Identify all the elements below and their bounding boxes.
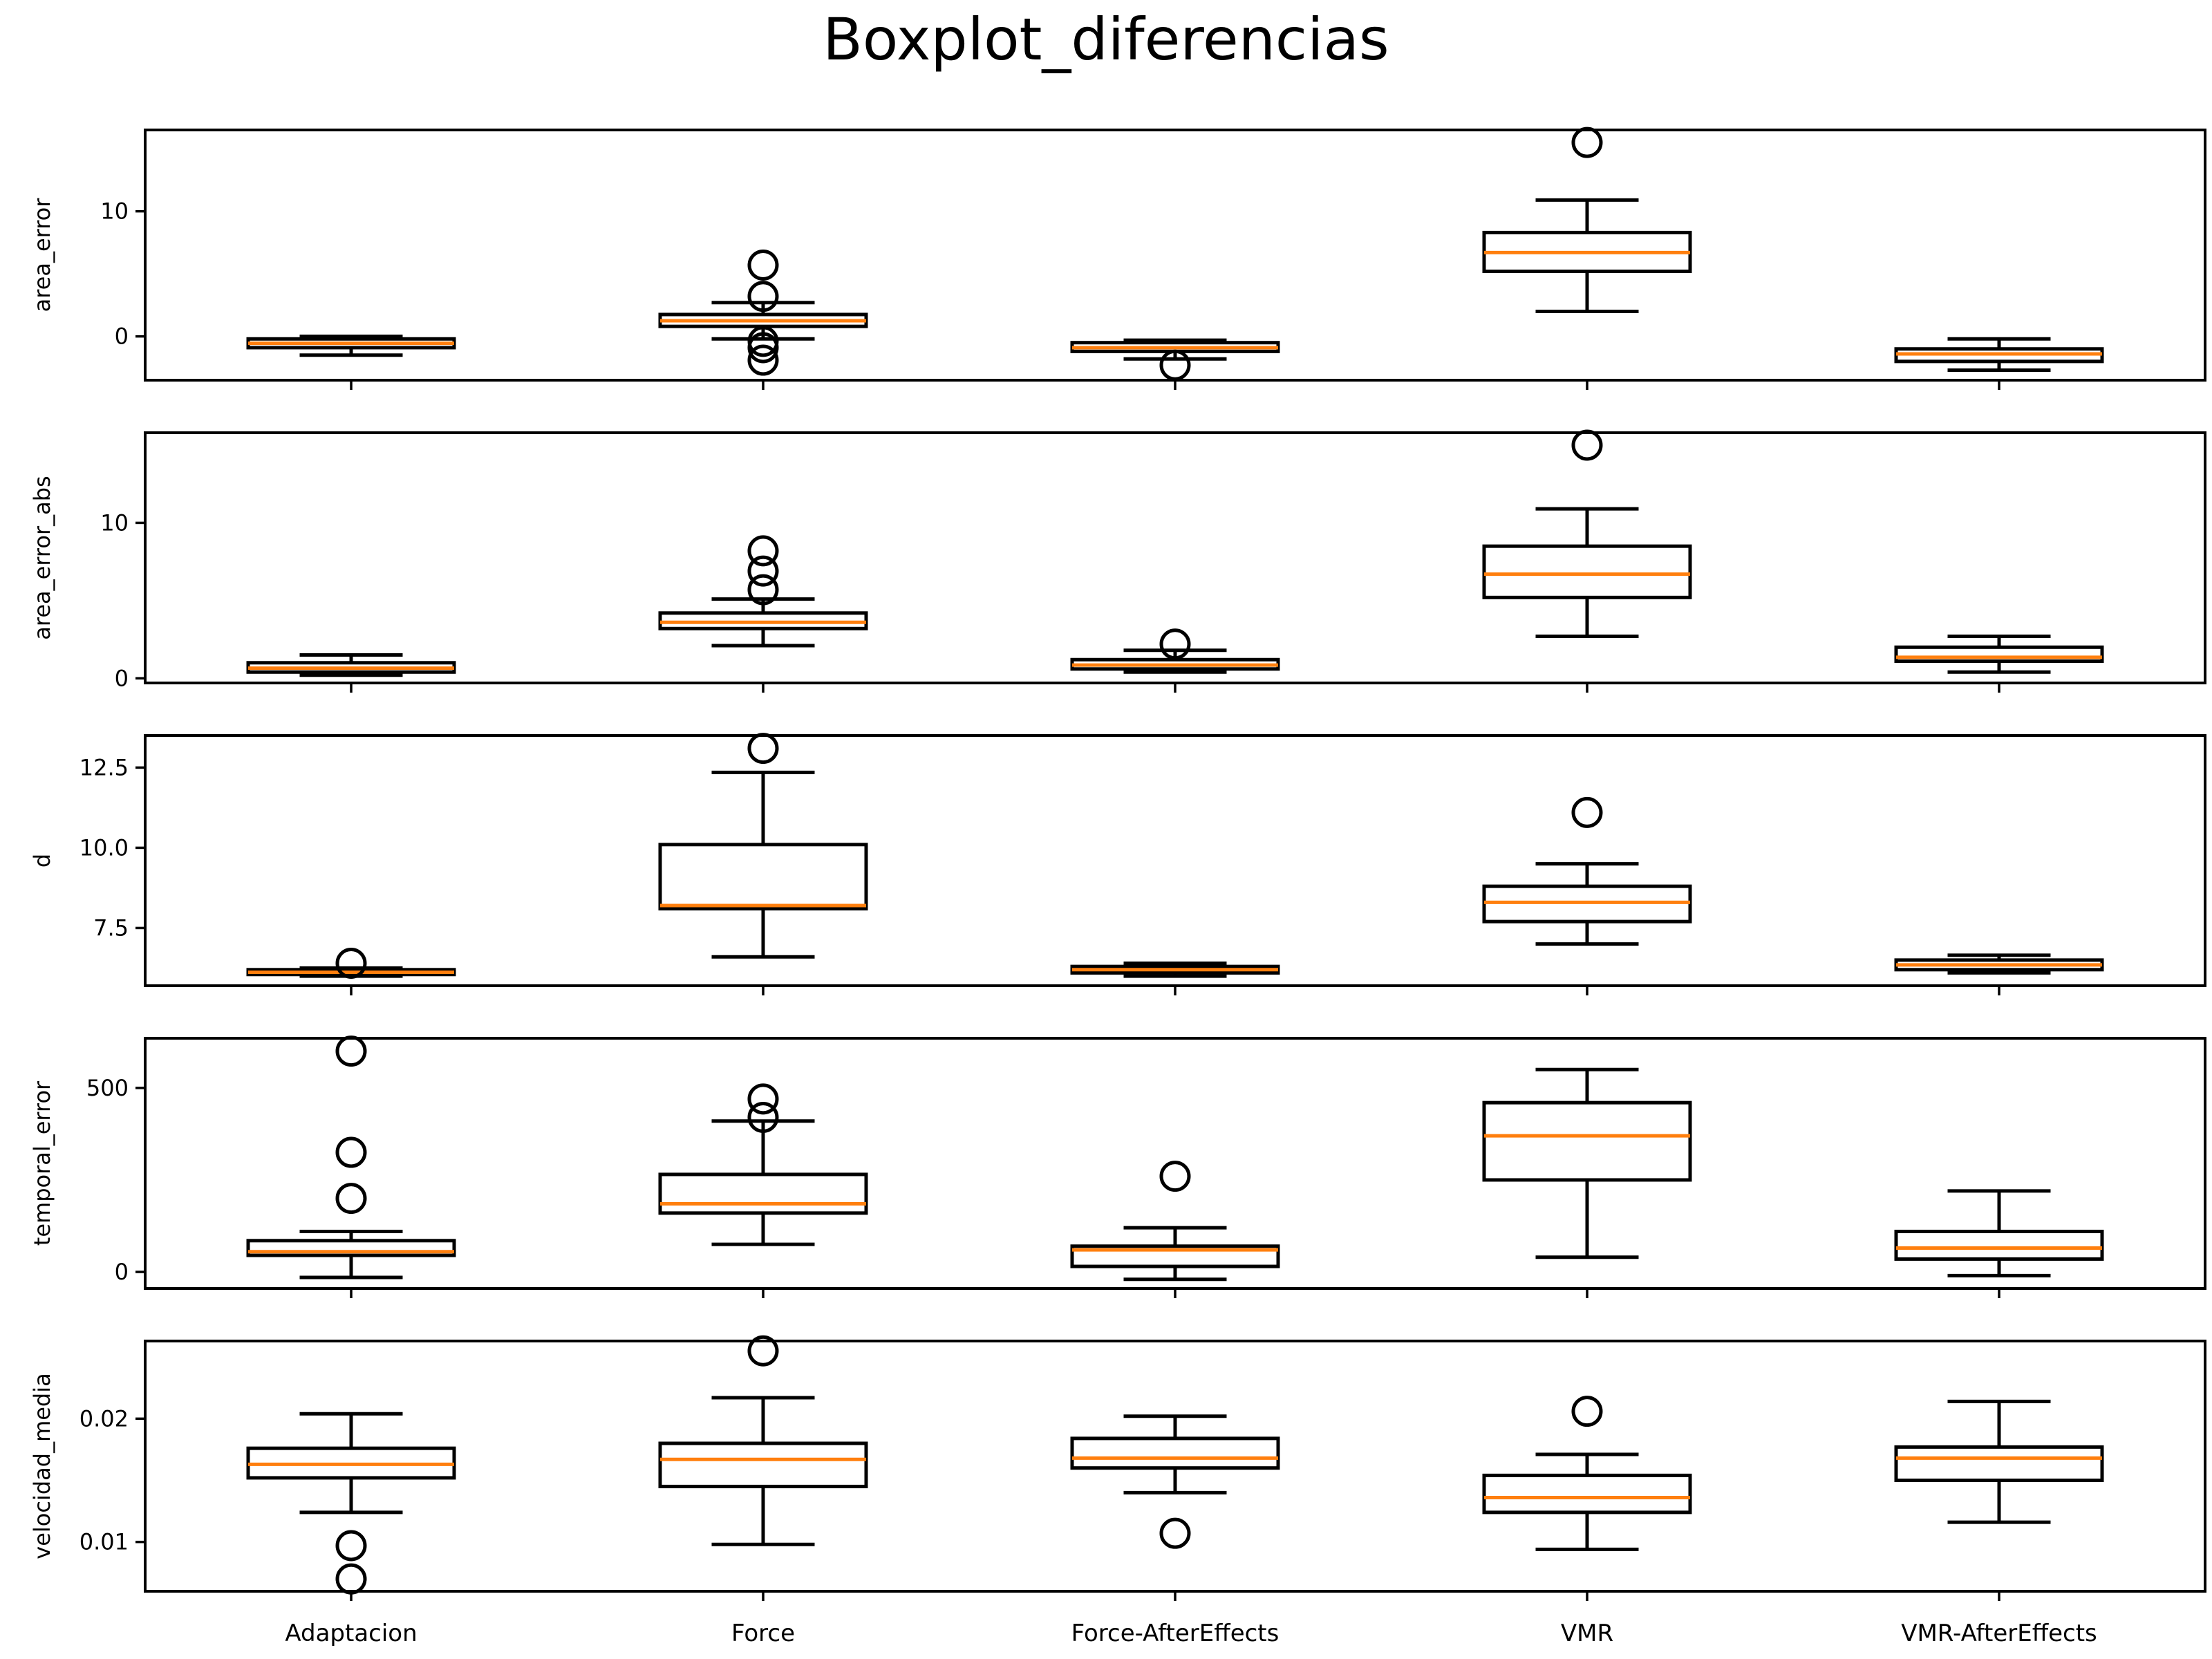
outlier-point (747, 535, 779, 567)
y-tick-label: 10.0 (79, 834, 129, 861)
y-tick-label: 10 (100, 198, 129, 225)
outlier-point (335, 948, 367, 980)
y-tick-label: 500 (86, 1075, 129, 1101)
outlier-point (747, 281, 779, 312)
y-tick-label: 7.5 (93, 915, 129, 941)
box-iqr (1894, 645, 2104, 664)
x-tick-label: VMR-AfterEffects (1901, 1620, 2097, 1647)
x-tick-label: Adaptacion (285, 1620, 417, 1647)
outlier-point (747, 344, 779, 376)
outlier-point (335, 1563, 367, 1595)
outlier-point (335, 1136, 367, 1168)
box-iqr (658, 843, 868, 911)
y-axis-label: area_error_abs (29, 476, 55, 639)
outlier-point (747, 1101, 779, 1133)
box-iqr (658, 1172, 868, 1215)
y-tick-label: 0.02 (79, 1405, 129, 1432)
box-iqr (1894, 1229, 2104, 1261)
y-axis-label: temporal_error (29, 1080, 55, 1246)
box-iqr (1070, 1436, 1280, 1470)
y-tick-label: 0.01 (79, 1529, 129, 1555)
outlier-point (747, 733, 779, 765)
box-iqr (658, 1441, 868, 1488)
outlier-point (1159, 1517, 1191, 1549)
x-tick-label: VMR (1561, 1620, 1613, 1647)
y-axis-label: velocidad_media (29, 1373, 55, 1559)
y-tick-label: 12.5 (79, 754, 129, 780)
y-axis-label: d (29, 854, 55, 868)
outlier-point (747, 1335, 779, 1367)
outlier-point (747, 1083, 779, 1115)
outlier-point (747, 555, 779, 587)
box-iqr (1482, 544, 1692, 599)
outlier-point (335, 1183, 367, 1215)
box-iqr (1894, 1445, 2104, 1483)
x-tick-label: Force (731, 1620, 795, 1647)
axes-frame (144, 734, 2206, 987)
y-tick-label: 0 (115, 1259, 129, 1285)
outlier-point (747, 249, 779, 281)
figure-title: Boxplot_diferencias (823, 6, 1389, 73)
outlier-point (335, 1035, 367, 1067)
box-iqr (1070, 1244, 1280, 1268)
y-tick-label: 0 (115, 665, 129, 691)
outlier-point (747, 574, 779, 606)
outlier-point (747, 332, 779, 364)
x-tick-label: Force-AfterEffects (1071, 1620, 1280, 1647)
outlier-point (1159, 1161, 1191, 1192)
outlier-point (335, 1530, 367, 1562)
outlier-point (1571, 1396, 1603, 1427)
outlier-point (1571, 796, 1603, 828)
box-iqr (1482, 1473, 1692, 1515)
y-axis-label: area_error (29, 198, 55, 312)
outlier-point (1571, 126, 1603, 158)
outlier-point (1159, 628, 1191, 660)
y-tick-label: 10 (100, 509, 129, 536)
axes-frame (144, 431, 2206, 684)
y-tick-label: 0 (115, 324, 129, 350)
outlier-point (1571, 429, 1603, 461)
box-iqr (246, 1239, 456, 1257)
box-iqr (1482, 1100, 1692, 1182)
